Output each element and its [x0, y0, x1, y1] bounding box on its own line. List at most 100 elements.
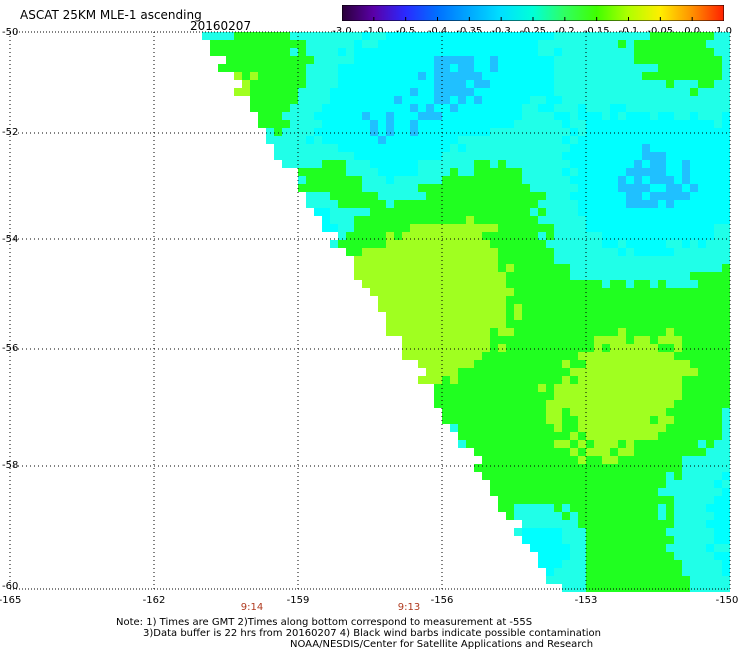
data-cell: [546, 280, 554, 288]
data-cell: [506, 360, 514, 368]
data-cell: [706, 32, 714, 40]
data-cell: [370, 80, 378, 88]
data-cell: [554, 40, 562, 48]
data-cell: [466, 64, 474, 72]
data-cell: [658, 64, 666, 72]
data-cell: [506, 168, 514, 176]
data-cell: [698, 200, 706, 208]
data-cell: [610, 568, 618, 576]
data-cell: [482, 128, 490, 136]
data-cell: [554, 240, 562, 248]
data-cell: [394, 224, 402, 232]
data-cell: [570, 184, 578, 192]
data-cell: [538, 32, 546, 40]
data-cell: [522, 72, 530, 80]
data-cell: [642, 224, 650, 232]
data-cell: [714, 224, 722, 232]
data-cell: [402, 320, 410, 328]
data-cell: [426, 296, 434, 304]
data-cell: [498, 360, 506, 368]
data-cell: [546, 80, 554, 88]
data-cell: [466, 264, 474, 272]
data-cell: [290, 72, 298, 80]
data-cell: [634, 336, 642, 344]
data-cell: [562, 432, 570, 440]
data-cell: [242, 88, 250, 96]
data-cell: [682, 96, 690, 104]
data-cell: [386, 248, 394, 256]
data-cell: [674, 544, 682, 552]
data-cell: [666, 368, 674, 376]
data-cell: [698, 496, 706, 504]
data-cell: [634, 296, 642, 304]
data-cell: [338, 224, 346, 232]
data-cell: [354, 48, 362, 56]
data-cell: [562, 224, 570, 232]
data-cell: [674, 440, 682, 448]
data-cell: [442, 112, 450, 120]
data-cell: [602, 360, 610, 368]
data-cell: [506, 120, 514, 128]
data-cell: [514, 240, 522, 248]
data-cell: [562, 296, 570, 304]
data-cell: [290, 88, 298, 96]
data-cell: [698, 384, 706, 392]
data-cell: [690, 448, 698, 456]
data-cell: [522, 224, 530, 232]
data-cell: [210, 48, 218, 56]
data-cell: [666, 576, 674, 584]
data-cell: [538, 464, 546, 472]
data-cell: [458, 136, 466, 144]
data-cell: [402, 112, 410, 120]
data-cell: [722, 224, 730, 232]
data-cell: [530, 120, 538, 128]
data-cell: [650, 32, 658, 40]
data-cell: [674, 40, 682, 48]
data-cell: [482, 320, 490, 328]
data-cell: [658, 448, 666, 456]
data-cell: [682, 552, 690, 560]
data-cell: [578, 192, 586, 200]
data-cell: [594, 280, 602, 288]
data-cell: [418, 192, 426, 200]
data-cell: [722, 64, 730, 72]
data-cell: [466, 416, 474, 424]
data-cell: [714, 376, 722, 384]
data-cell: [706, 544, 714, 552]
data-cell: [506, 216, 514, 224]
data-cell: [402, 144, 410, 152]
data-cell: [634, 224, 642, 232]
data-cell: [690, 464, 698, 472]
data-cell: [466, 384, 474, 392]
data-cell: [554, 232, 562, 240]
data-cell: [570, 256, 578, 264]
data-cell: [330, 184, 338, 192]
data-cell: [578, 152, 586, 160]
data-cell: [626, 576, 634, 584]
data-cell: [530, 184, 538, 192]
data-cell: [306, 200, 314, 208]
data-cell: [450, 56, 458, 64]
data-cell: [674, 488, 682, 496]
data-cell: [570, 384, 578, 392]
data-cell: [626, 408, 634, 416]
data-cell: [610, 184, 618, 192]
data-cell: [554, 512, 562, 520]
data-cell: [570, 280, 578, 288]
data-cell: [418, 80, 426, 88]
data-cell: [618, 152, 626, 160]
data-cell: [338, 32, 346, 40]
data-cell: [554, 312, 562, 320]
data-cell: [594, 488, 602, 496]
data-cell: [586, 72, 594, 80]
data-cell: [690, 136, 698, 144]
data-cell: [626, 368, 634, 376]
data-cell: [282, 160, 290, 168]
data-cell: [642, 144, 650, 152]
data-cell: [394, 272, 402, 280]
data-cell: [674, 280, 682, 288]
data-cell: [682, 496, 690, 504]
data-cell: [626, 528, 634, 536]
data-cell: [570, 104, 578, 112]
data-cell: [250, 48, 258, 56]
